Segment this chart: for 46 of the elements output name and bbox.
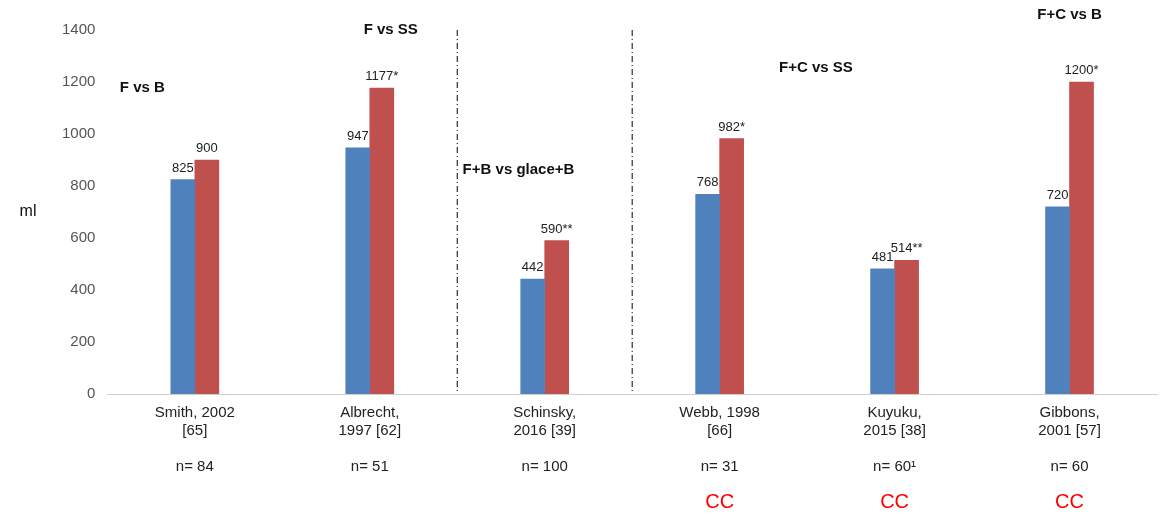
bar [719, 138, 744, 394]
y-tick-label: 1400 [61, 20, 96, 38]
annotation: F+C vs SS [778, 58, 853, 76]
bar [870, 268, 895, 394]
y-tick-label: 1200 [61, 72, 96, 90]
bar [170, 179, 196, 394]
data-label: 947 [346, 127, 369, 143]
text: CC [705, 489, 735, 512]
y-tick-label: 1000 [61, 124, 96, 142]
data-label: 590** [540, 220, 573, 236]
category-label: Kuyuku, 2015 [38] n= 60¹ [863, 403, 926, 475]
bar [894, 260, 919, 394]
bar [194, 159, 220, 394]
y-tick-label: 600 [70, 228, 96, 246]
bar [1069, 81, 1094, 394]
annotation: F vs SS [363, 20, 418, 38]
category-label: Smith, 2002 [65] n= 84 [154, 403, 235, 475]
data-label: 720 [1046, 186, 1069, 202]
annotation: F+B vs glace+B [462, 160, 575, 178]
data-label: 768 [696, 174, 719, 190]
y-axis-title: ml [19, 202, 37, 220]
bar [345, 147, 371, 394]
bar [369, 87, 395, 394]
data-label: 982* [718, 118, 746, 134]
data-label: 900 [195, 140, 218, 156]
bar [1045, 206, 1070, 394]
data-label: 825 [171, 159, 194, 175]
bar [695, 193, 720, 394]
text: CC [880, 489, 910, 512]
category-label: Gibbons, 2001 [57] n= 60 [1038, 403, 1101, 475]
y-tick-label: 200 [70, 332, 96, 350]
y-tick-label: 400 [70, 280, 96, 298]
text: F+C vs B [1037, 5, 1102, 23]
data-label: 442 [521, 259, 544, 275]
category-label: Albrecht, 1997 [62] n= 51 [338, 403, 402, 475]
text: CC [1055, 489, 1084, 512]
annotation: F vs B [119, 78, 166, 96]
y-tick-label: 0 [87, 384, 96, 402]
bar [520, 278, 546, 394]
y-tick-label: 800 [70, 176, 96, 194]
data-label: 514** [890, 240, 923, 256]
category-label: Webb, 1998 [66] n= 31 [679, 403, 760, 475]
data-label: 1200* [1064, 62, 1099, 78]
bar [544, 240, 570, 394]
data-label: 1177* [365, 68, 399, 84]
category-label: Schinsky, 2016 [39] n= 100 [513, 403, 577, 475]
